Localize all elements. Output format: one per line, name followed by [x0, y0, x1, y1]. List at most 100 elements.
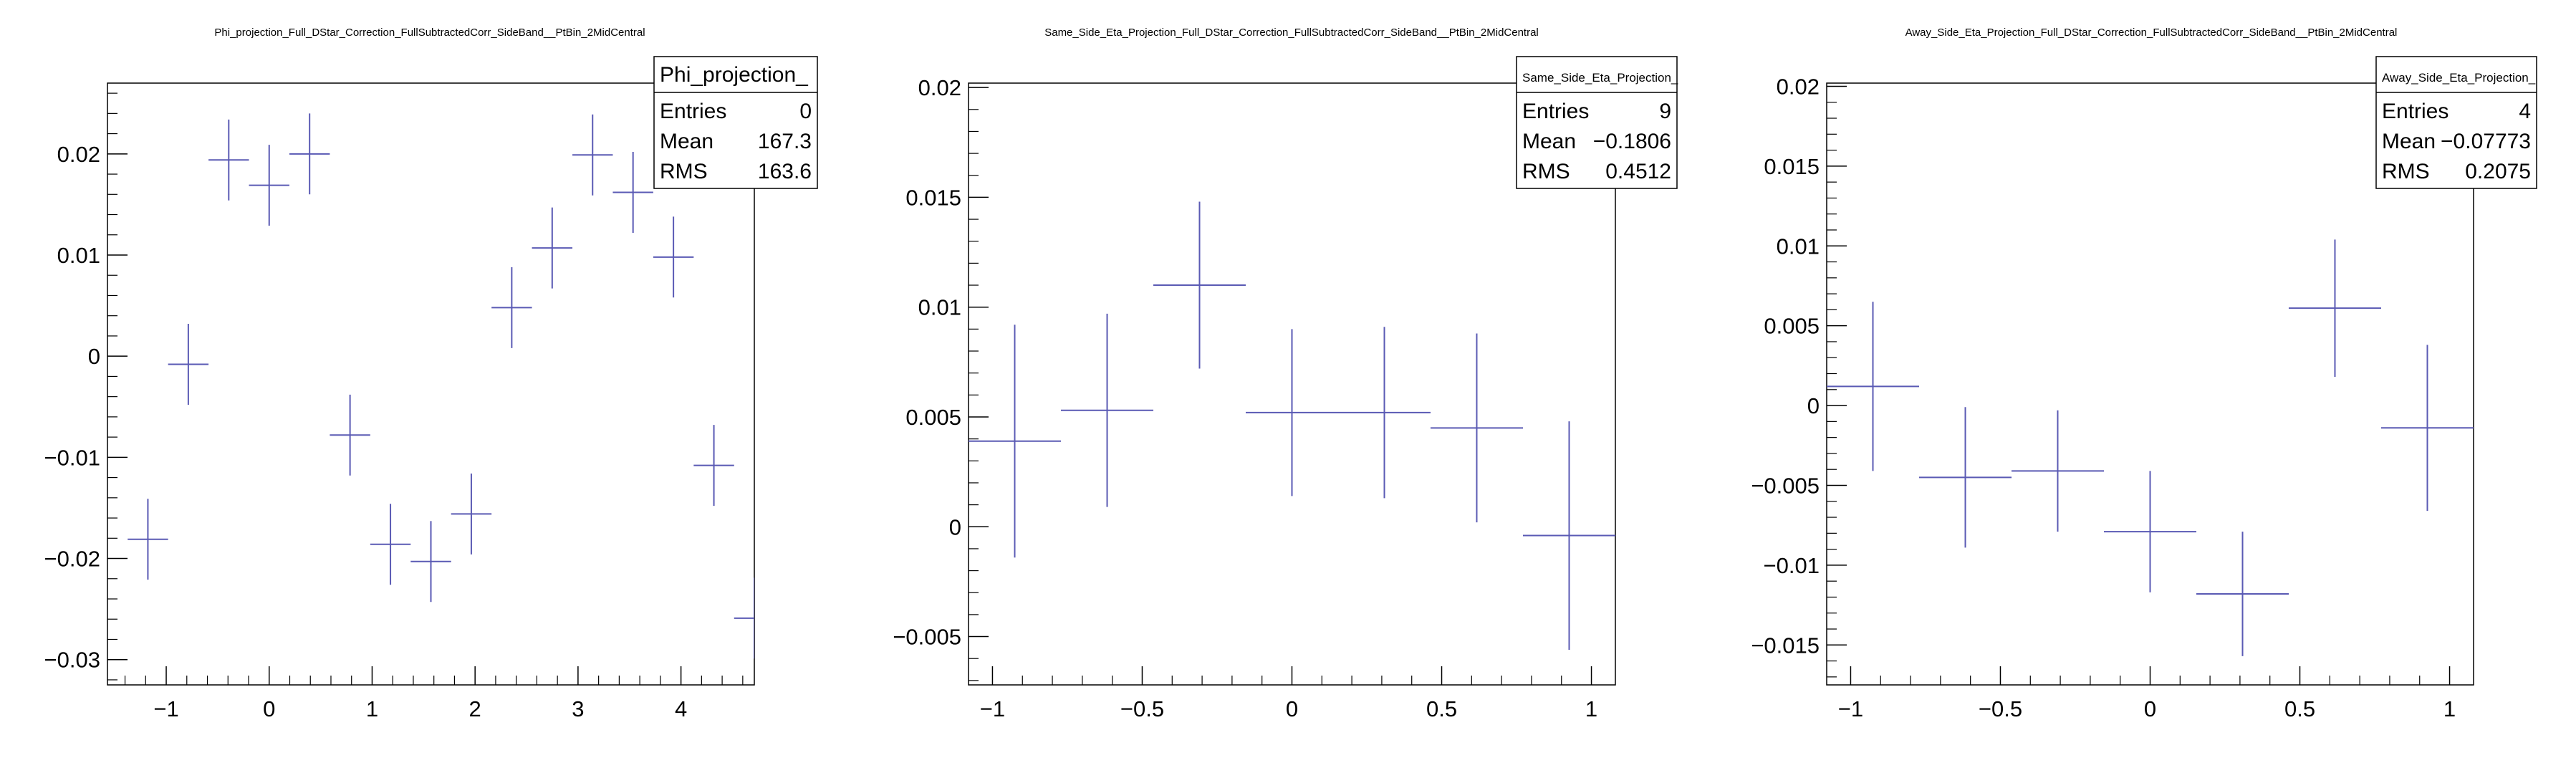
y-tick-label: −0.005	[893, 625, 961, 650]
data-point	[532, 207, 573, 289]
stats-label: Entries	[2382, 100, 2448, 123]
data-point	[128, 499, 168, 580]
y-tick-label: 0.02	[1777, 74, 1820, 99]
stats-label: Entries	[1522, 100, 1589, 123]
stats-value: 0.4512	[1605, 160, 1671, 183]
x-tick-label: 1	[1585, 696, 1597, 721]
data-series	[128, 113, 754, 659]
data-point	[491, 267, 532, 348]
data-series	[1827, 239, 2474, 656]
stats-label: RMS	[2382, 160, 2430, 183]
y-tick-label: 0.01	[57, 243, 100, 268]
data-point	[2380, 345, 2474, 512]
x-tick-label: −0.5	[1120, 696, 1164, 721]
y-tick-label: 0.02	[57, 142, 100, 167]
data-point	[1827, 302, 1920, 471]
data-point	[289, 113, 330, 195]
y-tick-label: −0.02	[44, 547, 100, 572]
y-tick-label: 0.02	[918, 75, 961, 100]
stats-label: RMS	[1522, 160, 1570, 183]
data-point	[969, 325, 1062, 558]
data-point	[734, 577, 754, 659]
stats-box-frame	[1516, 56, 1678, 189]
y-tick-label: 0	[88, 344, 100, 369]
stats-box: Phi_projection_ Entries 0 Mean 167.3 RMS 163.6	[653, 56, 818, 189]
x-tick-label: −1	[980, 696, 1005, 721]
stats-value: 4	[2519, 100, 2531, 123]
data-point	[249, 145, 289, 226]
data-point	[451, 473, 492, 555]
stats-value: −0.07773	[2441, 130, 2531, 153]
data-point	[612, 152, 653, 233]
y-tick-label: −0.015	[1751, 633, 1820, 658]
x-tick-label: −1	[153, 696, 178, 721]
stats-value: 0.2075	[2465, 160, 2531, 183]
histogram-panel-2: Same_Side_Eta_Projection_Full_DStar_Corr…	[893, 27, 1678, 721]
x-tick-label: −1	[1838, 696, 1863, 721]
data-point	[2103, 471, 2197, 592]
x-tick-label: 4	[675, 696, 687, 721]
chart-title: Phi_projection_Full_DStar_Correction_Ful…	[214, 27, 645, 39]
stats-value: 163.6	[758, 160, 812, 183]
x-tick-label: 1	[2443, 696, 2456, 721]
chart-title: Away_Side_Eta_Projection_Full_DStar_Corr…	[1905, 27, 2398, 39]
histogram-panel-1: Phi_projection_Full_DStar_Correction_Ful…	[44, 27, 818, 721]
stats-label: Mean	[1522, 130, 1576, 153]
x-tick-label: 2	[469, 696, 481, 721]
x-tick-label: 0	[263, 696, 275, 721]
stats-label: Mean	[2382, 130, 2436, 153]
x-tick-label: 0	[2144, 696, 2156, 721]
data-point	[168, 324, 209, 405]
y-tick-label: −0.03	[44, 648, 100, 673]
x-tick-label: 3	[572, 696, 584, 721]
data-point	[330, 394, 370, 476]
y-tick-label: 0.015	[1764, 154, 1820, 179]
x-tick-label: 0.5	[1426, 696, 1457, 721]
data-series	[969, 201, 1615, 650]
stats-name: Phi_projection_	[660, 63, 809, 87]
data-point	[370, 504, 411, 585]
data-point	[2288, 239, 2381, 377]
data-point	[693, 425, 734, 507]
x-tick-label: 0.5	[2284, 696, 2315, 721]
stats-box-frame	[653, 56, 818, 189]
y-tick-label: 0.005	[1764, 314, 1820, 339]
stats-value: 9	[1659, 100, 1671, 123]
chart-title: Same_Side_Eta_Projection_Full_DStar_Corr…	[1044, 27, 1539, 39]
data-point	[2196, 532, 2289, 656]
y-tick-label: 0.01	[918, 295, 961, 320]
data-point	[1338, 327, 1431, 499]
data-point	[572, 114, 613, 196]
y-tick-label: 0	[949, 514, 961, 539]
data-point	[2011, 410, 2104, 532]
data-point	[1522, 421, 1615, 650]
stats-box-frame	[2375, 56, 2537, 189]
data-point	[1430, 333, 1523, 523]
data-point	[653, 216, 694, 298]
y-tick-label: 0.005	[905, 405, 961, 430]
data-point	[1061, 313, 1154, 507]
data-point	[208, 119, 249, 201]
plot-frame	[107, 82, 755, 686]
x-tick-label: −0.5	[1979, 696, 2022, 721]
y-tick-label: 0	[1807, 393, 1820, 418]
data-point	[1153, 201, 1246, 369]
y-tick-label: −0.01	[44, 445, 100, 470]
stats-box: Same_Side_Eta_Projection_ Entries 9 Mean −0.…	[1516, 56, 1678, 189]
stats-box: Away_Side_Eta_Projection_ Entries 4 Mean −0.…	[2375, 56, 2537, 189]
y-tick-label: 0.015	[905, 185, 961, 210]
data-point	[410, 521, 451, 603]
stats-label: RMS	[660, 160, 708, 183]
x-tick-label: 0	[1286, 696, 1298, 721]
stats-label: Entries	[660, 100, 726, 123]
stats-value: 167.3	[758, 130, 812, 153]
stats-label: Mean	[660, 130, 713, 153]
data-point	[1245, 329, 1339, 496]
y-tick-label: −0.005	[1751, 473, 1820, 498]
stats-name: Same_Side_Eta_Projection_	[1522, 71, 1678, 85]
y-tick-label: 0.01	[1777, 234, 1820, 259]
data-point	[1919, 407, 2012, 548]
stats-name: Away_Side_Eta_Projection_	[2382, 71, 2536, 85]
histogram-panel-3: Away_Side_Eta_Projection_Full_DStar_Corr…	[1751, 27, 2537, 721]
